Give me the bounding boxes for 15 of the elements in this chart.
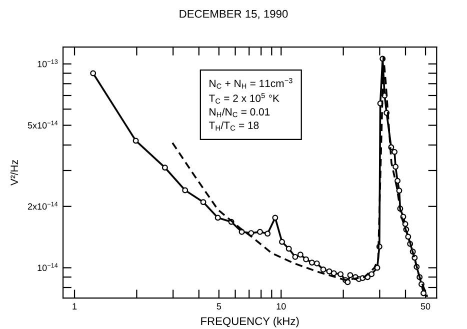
x-axis-title: FREQUENCY (kHz)	[201, 316, 299, 328]
y-tick-label: 2x10$^{−14}$	[28, 202, 58, 210]
chart-title: DECEMBER 15, 1990	[180, 10, 288, 20]
annotation: N$_{H}$/N$_{C}$ = 0.01	[210, 108, 270, 118]
x-tick-label: 50	[420, 303, 430, 310]
x-tick-label: 1	[72, 303, 77, 310]
annotation: T$_{H}$/T$_{C}$ = 18	[208, 121, 259, 131]
annotation: N$_{C}$ + N$_{H}$ = 11cm$^{−3}$	[210, 78, 292, 89]
x-tick-label: 10	[276, 303, 286, 310]
x-tick-label: 5	[216, 303, 222, 310]
annotation: T$_{C}$ = 2 x 10$^{5}$ °K	[208, 93, 280, 104]
y-tick-label: 10$^{−13}$	[38, 59, 58, 68]
y-tick-label: 10$^{−14}$	[38, 263, 58, 272]
y-tick-label: 5x10$^{−14}$	[28, 120, 58, 129]
y-axis-title: V²/Hz	[10, 160, 18, 186]
